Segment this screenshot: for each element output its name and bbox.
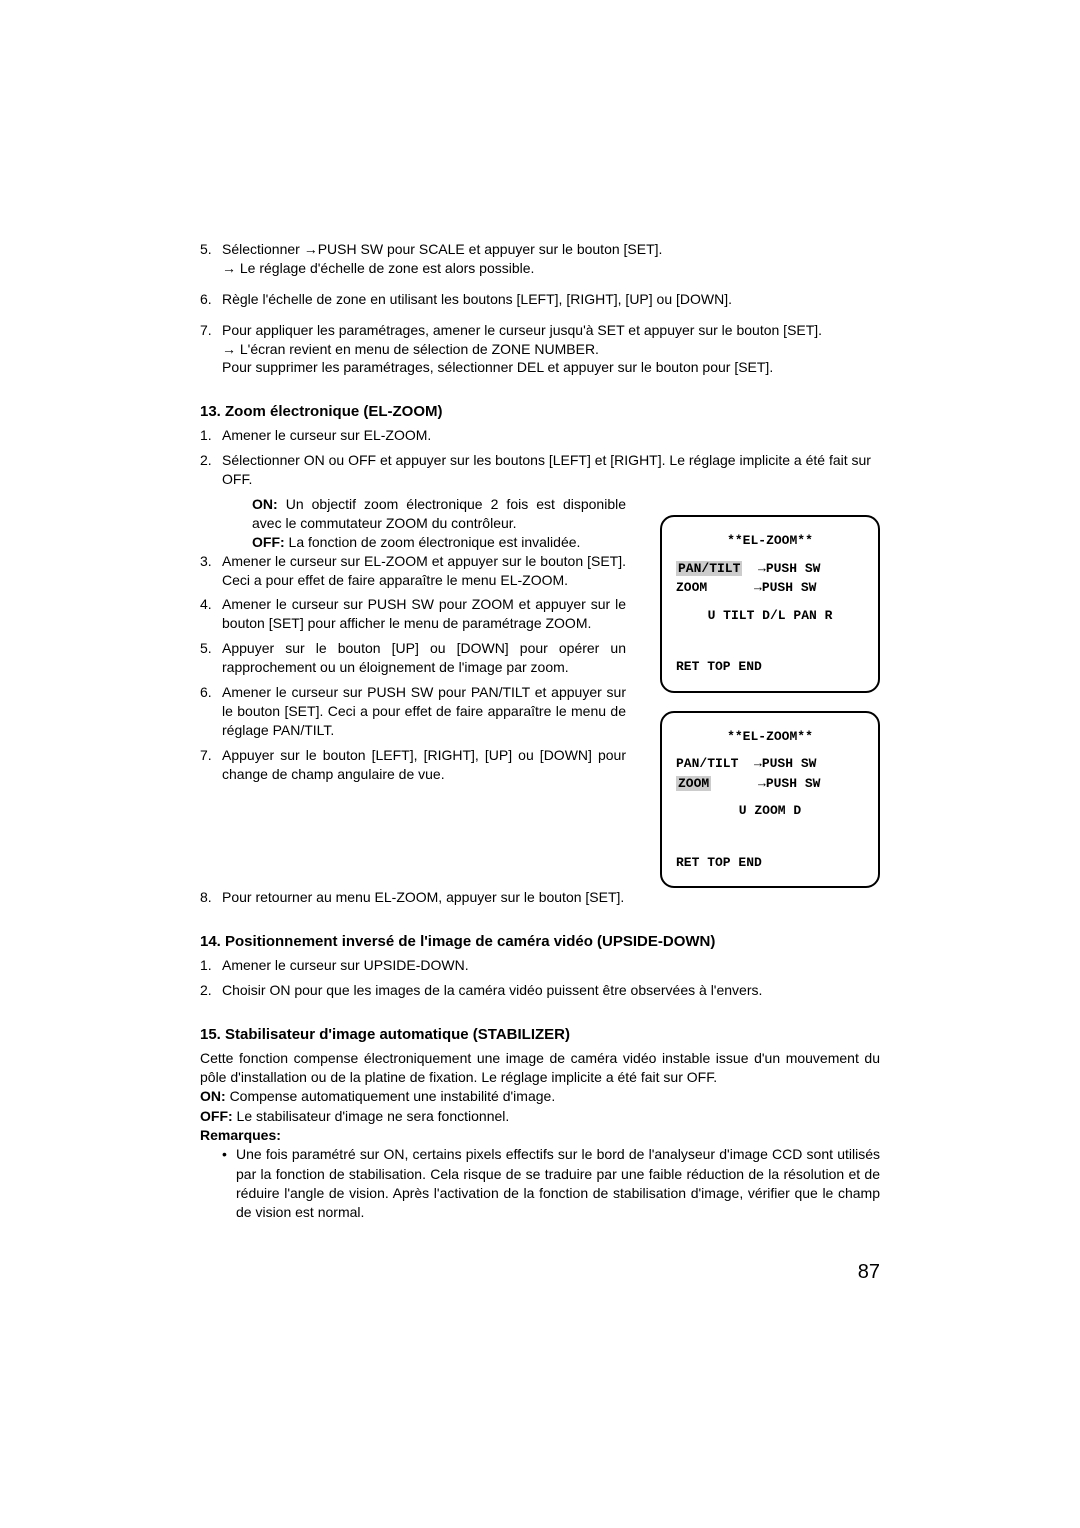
osd2-row2-right: →PUSH SW [758, 776, 820, 791]
osd1-row2-right: →PUSH SW [754, 580, 816, 595]
sec15-title: 15. Stabilisateur d'image automatique (S… [200, 1026, 880, 1043]
sec13-i3-text: Amener le curseur sur EL-ZOOM et appuyer… [222, 553, 626, 588]
sec13-off-text: La fonction de zoom électronique est inv… [289, 534, 581, 550]
pre-item-7-sub1: → L'écran revient en menu de sélection d… [222, 340, 880, 359]
sec13-i2-text: Sélectionner ON ou OFF et appuyer sur le… [222, 452, 871, 487]
sec13-i1: 1. Amener le curseur sur EL-ZOOM. [200, 426, 880, 445]
pre-item-5-sub: → Le réglage d'échelle de zone est alors… [222, 259, 880, 278]
sec13-right-col: **EL-ZOOM** PAN/TILT →PUSH SW ZOOM →PUSH… [660, 515, 880, 888]
pre-item-6-num: 6. [200, 290, 212, 309]
osd1-mid: U TILT D/L PAN R [676, 606, 864, 626]
sec13-two-col: ON: Un objectif zoom électronique 2 fois… [200, 495, 880, 888]
osd1-row1-right: →PUSH SW [758, 561, 820, 576]
pre-item-5-num: 5. [200, 240, 212, 259]
sec13-i6-num: 6. [200, 683, 212, 702]
sec13-i4: 4. Amener le curseur sur PUSH SW pour ZO… [200, 595, 626, 633]
sec15-rem-label: Remarques: [200, 1127, 281, 1143]
sec14-i1-num: 1. [200, 956, 212, 975]
pre-item-5: 5. Sélectionner →PUSH SW pour SCALE et a… [200, 240, 880, 278]
sec13-i8-text: Pour retourner au menu EL-ZOOM, appuyer … [222, 889, 624, 905]
osd1-row1: PAN/TILT →PUSH SW [676, 559, 864, 579]
sec13-i2-num: 2. [200, 451, 212, 470]
sec15-bullet: Une fois paramétré sur ON, certains pixe… [200, 1145, 880, 1222]
sec15-off: OFF: Le stabilisateur d'image ne sera fo… [200, 1107, 880, 1126]
page-container: 5. Sélectionner →PUSH SW pour SCALE et a… [0, 0, 1080, 1324]
sec14-i1-text: Amener le curseur sur UPSIDE-DOWN. [222, 957, 469, 973]
sec13-i4-text: Amener le curseur sur PUSH SW pour ZOOM … [222, 596, 626, 631]
osd2-row2: ZOOM →PUSH SW [676, 774, 864, 794]
osd2-row1: PAN/TILT →PUSH SW [676, 754, 864, 774]
sec13-left-col: ON: Un objectif zoom électronique 2 fois… [200, 495, 626, 789]
sec14-i1: 1. Amener le curseur sur UPSIDE-DOWN. [200, 956, 880, 975]
pre-item-7-num: 7. [200, 321, 212, 340]
sec15-on: ON: Compense automatiquement une instabi… [200, 1087, 880, 1106]
sec13-i4-num: 4. [200, 595, 212, 614]
sec13-i1-text: Amener le curseur sur EL-ZOOM. [222, 427, 431, 443]
osd1-row2: ZOOM →PUSH SW [676, 578, 864, 598]
sec13-i1-num: 1. [200, 426, 212, 445]
sec13-i5: 5. Appuyer sur le bouton [UP] ou [DOWN] … [200, 639, 626, 677]
sec13-i5-text: Appuyer sur le bouton [UP] ou [DOWN] pou… [222, 640, 626, 675]
sec15-on-text: Compense automatiquement une instabilité… [230, 1088, 556, 1104]
pre-item-5-text: Sélectionner →PUSH SW pour SCALE et appu… [222, 241, 662, 257]
sec13-on: ON: Un objectif zoom électronique 2 fois… [200, 495, 626, 533]
pre-item-7: 7. Pour appliquer les paramétrages, amen… [200, 321, 880, 378]
sec14-i2: 2. Choisir ON pour que les images de la … [200, 981, 880, 1000]
sec15-off-text: Le stabilisateur d'image ne sera fonctio… [237, 1108, 510, 1124]
osd1-row1-left: PAN/TILT [676, 561, 742, 576]
sec13-i8-num: 8. [200, 888, 212, 907]
pre-item-6: 6. Règle l'échelle de zone en utilisant … [200, 290, 880, 309]
sec13-i5-num: 5. [200, 639, 212, 658]
osd2-row2-left: ZOOM [676, 776, 711, 791]
sec13-on-text: Un objectif zoom électronique 2 fois est… [252, 496, 626, 531]
sec15-on-label: ON: [200, 1088, 226, 1104]
sec13-i3: 3. Amener le curseur sur EL-ZOOM et appu… [200, 552, 626, 590]
sec13-i2: 2. Sélectionner ON ou OFF et appuyer sur… [200, 451, 880, 489]
pre-item-7-text: Pour appliquer les paramétrages, amener … [222, 322, 822, 338]
sec13-off-label: OFF: [252, 534, 285, 550]
page-number: 87 [200, 1261, 880, 1284]
sec14-title: 14. Positionnement inversé de l'image de… [200, 933, 880, 950]
sec13-title: 13. Zoom électronique (EL-ZOOM) [200, 403, 880, 420]
osd2-row1-left: PAN/TILT [676, 756, 738, 771]
pre-item-7-sub2: Pour supprimer les paramétrages, sélecti… [222, 358, 880, 377]
osd2-row1-right: →PUSH SW [754, 756, 816, 771]
sec15-off-label: OFF: [200, 1108, 233, 1124]
sec15-intro: Cette fonction compense électroniquement… [200, 1049, 880, 1088]
sec13-i3-num: 3. [200, 552, 212, 571]
osd1-title: **EL-ZOOM** [676, 531, 864, 551]
osd-box-1: **EL-ZOOM** PAN/TILT →PUSH SW ZOOM →PUSH… [660, 515, 880, 693]
sec13-i6: 6. Amener le curseur sur PUSH SW pour PA… [200, 683, 626, 740]
sec13-on-label: ON: [252, 496, 278, 512]
osd-box-2: **EL-ZOOM** PAN/TILT →PUSH SW ZOOM →PUSH… [660, 711, 880, 889]
osd2-title: **EL-ZOOM** [676, 727, 864, 747]
sec14-i2-num: 2. [200, 981, 212, 1000]
osd2-mid: U ZOOM D [676, 801, 864, 821]
sec13-off: OFF: La fonction de zoom électronique es… [200, 533, 626, 552]
pre-item-6-text: Règle l'échelle de zone en utilisant les… [222, 291, 732, 307]
sec13-i7-text: Appuyer sur le bouton [LEFT], [RIGHT], [… [222, 747, 626, 782]
sec15-rem: Remarques: [200, 1126, 880, 1145]
osd2-footer: RET TOP END [676, 853, 864, 873]
sec13-i6-text: Amener le curseur sur PUSH SW pour PAN/T… [222, 684, 626, 738]
sec13-i7: 7. Appuyer sur le bouton [LEFT], [RIGHT]… [200, 746, 626, 784]
osd1-row2-left: ZOOM [676, 580, 707, 595]
sec14-i2-text: Choisir ON pour que les images de la cam… [222, 982, 762, 998]
osd1-footer: RET TOP END [676, 657, 864, 677]
sec13-i8: 8. Pour retourner au menu EL-ZOOM, appuy… [200, 888, 880, 907]
sec13-i7-num: 7. [200, 746, 212, 765]
